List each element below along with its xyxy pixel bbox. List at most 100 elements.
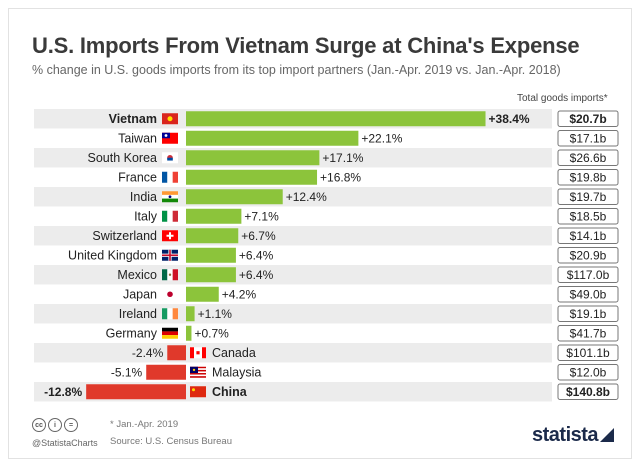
attribution-icon: i [48, 418, 62, 432]
jp-flag-icon [162, 288, 178, 300]
value-label: +22.1% [361, 131, 402, 145]
page-subtitle: % change in U.S. goods imports from its … [32, 63, 561, 77]
cc-icon: cc [32, 418, 46, 432]
value-label: +6.7% [241, 229, 276, 243]
value-label: +12.4% [286, 190, 327, 204]
bar [186, 150, 320, 166]
bar [186, 208, 242, 224]
source-note: Source: U.S. Census Bureau [110, 436, 232, 447]
total-box [557, 149, 619, 166]
bar [86, 384, 186, 400]
bar [186, 189, 283, 205]
total-value: $19.7b [570, 190, 607, 204]
ca-flag-icon [190, 347, 206, 359]
bar [186, 247, 236, 263]
total-box [557, 266, 619, 283]
row-stripe [34, 304, 552, 324]
value-label: -5.1% [111, 365, 143, 379]
total-box [557, 325, 619, 342]
total-box [557, 188, 619, 205]
total-value: $12.0b [570, 365, 607, 379]
category-label: India [130, 190, 157, 204]
total-box [557, 383, 619, 400]
total-box [557, 227, 619, 244]
value-label: +38.4% [489, 112, 530, 126]
total-value: $49.0b [570, 287, 607, 301]
bar [186, 267, 236, 283]
category-label: Ireland [119, 307, 157, 321]
total-value: $117.0b [567, 268, 610, 282]
category-label: France [118, 170, 157, 184]
total-value: $17.1b [570, 131, 607, 145]
total-value: $101.1b [566, 346, 610, 360]
chart-frame [8, 8, 632, 459]
gb-flag-icon [162, 249, 178, 261]
bar [186, 306, 195, 322]
de-flag-icon [162, 327, 178, 339]
total-value: $20.7b [569, 112, 606, 126]
category-label: China [212, 385, 248, 399]
category-label: Taiwan [118, 131, 157, 145]
row-stripe [34, 343, 552, 363]
category-label: Mexico [117, 268, 157, 282]
category-label: Germany [106, 326, 158, 340]
total-box [557, 110, 619, 127]
category-label: Italy [134, 209, 158, 223]
mx-flag-icon [162, 269, 178, 281]
value-label: +17.1% [322, 151, 363, 165]
value-label: +0.7% [194, 326, 229, 340]
bar [186, 325, 192, 341]
total-box [557, 130, 619, 147]
no-derivatives-icon: = [64, 418, 78, 432]
category-label: Japan [123, 287, 157, 301]
bar [167, 345, 186, 361]
total-value: $14.1b [570, 229, 607, 243]
bar [186, 130, 359, 146]
category-label: United Kingdom [68, 248, 157, 262]
license-icons: cc i = [32, 418, 78, 432]
category-label: Vietnam [109, 112, 157, 126]
category-label: Switzerland [92, 229, 157, 243]
it-flag-icon [162, 210, 178, 222]
total-box [557, 247, 619, 264]
category-label: Canada [212, 346, 256, 360]
page-title: U.S. Imports From Vietnam Surge at China… [32, 33, 580, 58]
vn-flag-icon [162, 113, 178, 125]
my-flag-icon [190, 366, 206, 378]
bar [186, 286, 219, 302]
total-box [557, 286, 619, 303]
total-value: $18.5b [570, 209, 607, 223]
ie-flag-icon [162, 308, 178, 320]
value-label: -12.8% [44, 385, 82, 399]
total-value: $140.8b [566, 385, 610, 399]
total-value: $19.1b [570, 307, 607, 321]
category-label: Malaysia [212, 365, 261, 379]
value-label: +1.1% [198, 307, 233, 321]
value-label: +6.4% [239, 268, 274, 282]
total-value: $19.8b [570, 170, 607, 184]
row-stripe [34, 265, 552, 285]
total-box [557, 364, 619, 381]
footnote: * Jan.-Apr. 2019 [110, 419, 179, 430]
statista-logo: statista [532, 424, 599, 446]
bar [186, 228, 239, 244]
total-box [557, 344, 619, 361]
total-value: $20.9b [570, 248, 607, 262]
ch-flag-icon [162, 230, 178, 242]
total-box [557, 208, 619, 225]
bar [146, 364, 186, 380]
category-label: South Korea [88, 151, 158, 165]
bar [186, 169, 318, 185]
twitter-handle: @StatistaCharts [32, 438, 98, 448]
total-imports-header: Total goods imports* [517, 93, 608, 104]
in-flag-icon [162, 191, 178, 203]
total-value: $41.7b [570, 326, 607, 340]
cn-flag-icon [190, 386, 206, 398]
value-label: -2.4% [132, 346, 164, 360]
bar [186, 111, 486, 127]
total-box [557, 169, 619, 186]
kr-flag-icon [162, 152, 178, 164]
value-label: +4.2% [222, 287, 257, 301]
value-label: +6.4% [239, 248, 274, 262]
